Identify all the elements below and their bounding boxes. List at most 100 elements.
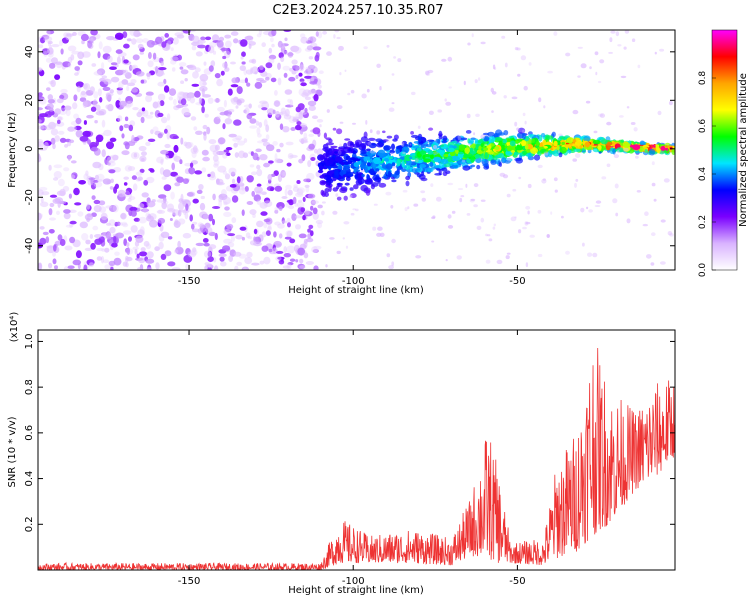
spectrogram-noise-blob: [39, 97, 47, 105]
spectrogram-noise-blob: [90, 30, 98, 36]
spectrogram-noise-blob: [303, 241, 308, 248]
spectrogram-faint-blob: [430, 183, 434, 188]
spectrogram-signal-blob: [463, 153, 469, 159]
spectrogram-noise-blob: [75, 250, 82, 259]
spectrogram-noise-blob: [137, 176, 143, 181]
spectrogram-noise-blob: [187, 251, 197, 258]
spectrogram-noise-blob: [180, 98, 187, 106]
spectrogram-noise-blob: [45, 236, 50, 244]
spectrogram-noise-blob: [164, 33, 169, 38]
spectrogram-noise-blob: [46, 87, 51, 91]
spectrogram-noise-blob: [107, 162, 111, 166]
spectrogram-signal-blob: [366, 173, 370, 181]
spectrogram-signal-blob: [319, 180, 327, 186]
spectrogram-noise-blob: [57, 116, 62, 121]
spectrogram-signal-blob: [561, 141, 565, 145]
spectrogram-signal-blob: [366, 140, 370, 147]
spectrogram-noise-blob: [263, 256, 271, 265]
spectrogram-noise-blob: [54, 135, 60, 142]
spectrogram-signal-blob: [410, 131, 414, 135]
spectrogram-noise-blob: [245, 232, 251, 239]
spectrogram-faint-blob: [349, 194, 353, 198]
spectrogram-signal-blob: [611, 141, 616, 147]
spectrogram-noise-blob: [132, 107, 139, 111]
spectrogram-noise-blob: [203, 242, 210, 247]
spectrogram-noise-blob: [167, 37, 174, 42]
spectrogram-noise-blob: [271, 173, 276, 177]
spectrogram-noise-blob: [105, 231, 112, 239]
spectrogram-faint-blob: [376, 130, 381, 135]
spectrogram-noise-blob: [38, 92, 43, 97]
spectrogram-noise-blob: [51, 123, 60, 127]
spectrogram-noise-blob: [131, 87, 139, 93]
spectrogram-noise-blob: [282, 171, 287, 177]
spectrogram-noise-blob: [78, 180, 86, 185]
spectrogram-noise-blob: [273, 231, 277, 238]
spectrogram-noise-blob: [39, 213, 43, 218]
spectrogram-noise-blob: [109, 137, 117, 142]
spectrogram-noise-blob: [149, 169, 155, 173]
spectrogram-noise-blob: [122, 261, 128, 267]
spectrogram-noise-blob: [93, 199, 101, 205]
spectrogram-faint-blob: [488, 238, 493, 242]
spectrogram-faint-blob: [646, 254, 652, 259]
spectrogram-signal-blob: [484, 152, 488, 159]
spectrogram-noise-blob: [124, 255, 129, 263]
spectrogram-noise-blob: [178, 202, 184, 211]
y-tick-label: 40: [24, 45, 35, 58]
spectrogram-noise-blob: [160, 231, 170, 238]
spectrogram-noise-blob: [145, 91, 154, 96]
spectrogram-signal-blob: [623, 142, 631, 148]
spectrogram-noise-blob: [261, 107, 268, 111]
spectrogram-signal-blob: [515, 157, 523, 164]
spectrogram-faint-blob: [598, 113, 603, 117]
spectrogram-noise-blob: [220, 261, 227, 267]
spectrogram-noise-blob: [126, 247, 131, 255]
spectrogram-signal-blob: [494, 146, 500, 151]
spectrogram-faint-blob: [352, 208, 357, 211]
spectrogram-signal-blob: [417, 135, 422, 143]
spectrogram-noise-blob: [205, 226, 213, 234]
spectrogram-noise-blob: [85, 239, 91, 245]
spectrogram-faint-blob: [474, 79, 478, 84]
spectrogram-noise-blob: [142, 38, 149, 44]
spectrogram-faint-blob: [369, 129, 373, 134]
spectrogram-faint-blob: [415, 158, 419, 163]
spectrogram-noise-blob: [207, 267, 212, 270]
spectrogram-faint-blob: [420, 190, 426, 194]
spectrogram-signal-blob: [366, 148, 371, 152]
spectrogram-signal-blob: [419, 163, 427, 168]
spectrogram-noise-blob: [193, 145, 198, 153]
spectrogram-noise-blob: [208, 139, 217, 145]
spectrogram-noise-blob: [304, 75, 313, 79]
spectrogram-noise-blob: [106, 222, 112, 226]
spectrogram-signal-blob: [349, 141, 354, 146]
spectrogram-faint-blob: [565, 250, 570, 255]
spectrogram-noise-blob: [227, 108, 235, 113]
spectrogram-noise-blob: [117, 189, 126, 198]
spectrogram-noise-blob: [77, 211, 84, 217]
spectrogram-noise-blob: [280, 107, 286, 115]
spectrogram-faint-blob: [486, 234, 491, 237]
spectrogram-noise-blob: [102, 178, 112, 185]
spectrogram-noise-blob: [127, 100, 134, 107]
spectrogram-noise-blob: [43, 141, 49, 149]
spectrogram-noise-blob: [38, 212, 42, 221]
spectrogram-noise-blob: [116, 118, 121, 122]
spectrogram-noise-blob: [282, 65, 290, 71]
spectrogram-faint-blob: [379, 232, 385, 237]
spectrogram-noise-blob: [116, 56, 121, 65]
spectrogram-noise-blob: [70, 160, 77, 164]
spectrogram-noise-blob: [230, 61, 236, 65]
spectrogram-signal-blob: [367, 150, 371, 157]
spectrogram-noise-blob: [127, 166, 136, 171]
spectrogram-noise-blob: [216, 182, 225, 186]
spectrogram-noise-blob: [298, 88, 307, 96]
spectrogram-noise-blob: [261, 231, 267, 238]
spectrogram-noise-blob: [221, 189, 227, 197]
spectrogram-noise-blob: [189, 162, 194, 168]
spectrogram-noise-blob: [235, 234, 243, 240]
snr-y-multiplier: (x10⁴): [9, 312, 20, 343]
spectrogram-noise-blob: [109, 66, 117, 70]
spectrogram-noise-blob: [207, 173, 211, 177]
